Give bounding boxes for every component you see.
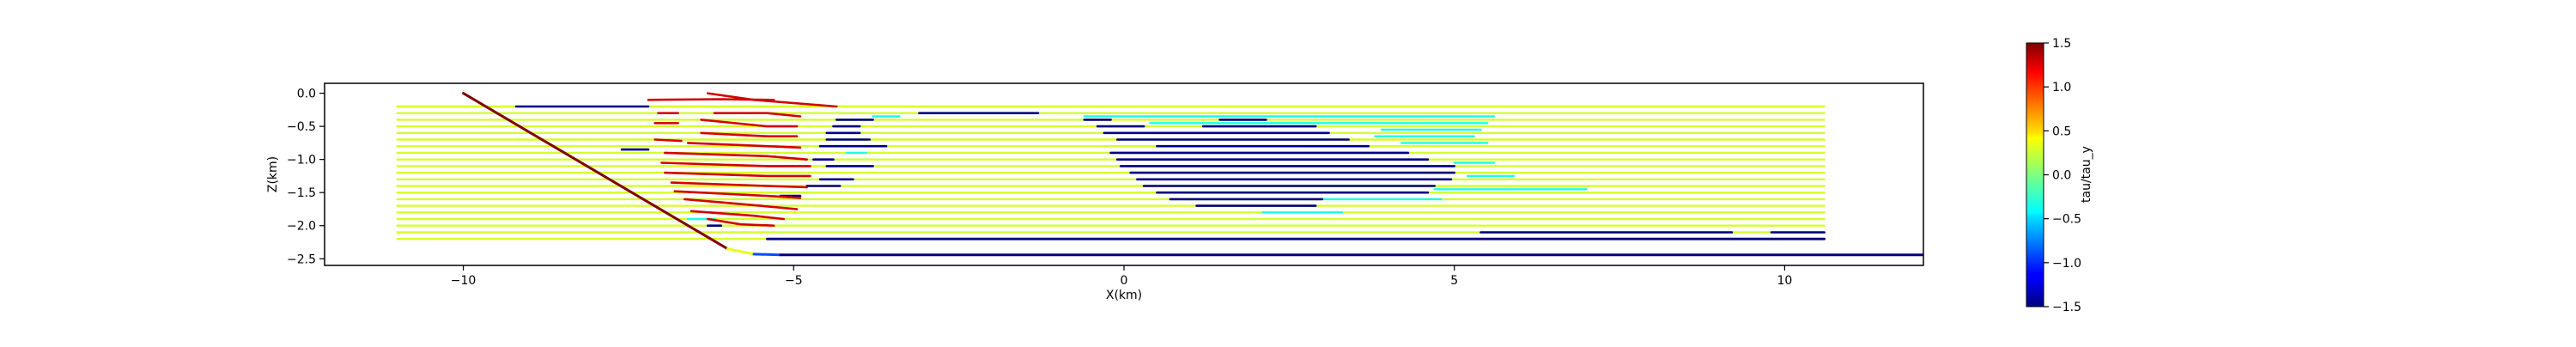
y-tick-label: −2.0 bbox=[287, 220, 316, 234]
y-tick-label: −0.5 bbox=[287, 120, 316, 134]
high-stress-curve bbox=[653, 138, 683, 143]
colorbar-tick-label: 1.5 bbox=[2052, 37, 2071, 51]
high-stress-curve bbox=[690, 210, 786, 221]
colorbar-gradient bbox=[2026, 42, 2044, 307]
high-stress-curve bbox=[663, 151, 809, 161]
colorbar-tick-label: 0.0 bbox=[2052, 169, 2071, 183]
x-tick-label: −5 bbox=[785, 274, 803, 288]
y-tick-label: −1.0 bbox=[287, 154, 316, 167]
high-stress-curve bbox=[663, 171, 811, 178]
fault-segment bbox=[462, 92, 729, 251]
y-axis-label: Z(km) bbox=[266, 156, 280, 192]
high-stress-curve bbox=[670, 181, 809, 189]
fault-segment bbox=[752, 253, 782, 257]
high-stress-curves bbox=[647, 92, 838, 228]
background-layers bbox=[396, 105, 1826, 240]
colorbar-tick-label: 1.0 bbox=[2052, 81, 2071, 94]
x-axis-label: X(km) bbox=[1106, 289, 1142, 302]
x-tick-label: 5 bbox=[1450, 274, 1458, 288]
high-stress-curve bbox=[700, 131, 799, 137]
x-tick-label: −10 bbox=[451, 274, 477, 288]
fault-segment bbox=[726, 247, 756, 256]
high-stress-curve bbox=[673, 190, 802, 199]
colorbar-tick-label: −0.5 bbox=[2052, 213, 2081, 227]
high-stress-curve bbox=[686, 142, 802, 149]
cyan-segments bbox=[687, 115, 1588, 221]
plot-area bbox=[396, 92, 1923, 257]
y-tick-label: 0.0 bbox=[297, 88, 316, 101]
high-stress-curve bbox=[713, 112, 802, 118]
high-stress-curve bbox=[683, 198, 799, 210]
colorbar-tick-label: −1.0 bbox=[2052, 257, 2081, 271]
fault-line bbox=[462, 92, 1923, 257]
x-axis: −10 −5 0 5 10 bbox=[451, 265, 1793, 288]
high-stress-curve bbox=[706, 92, 838, 108]
colorbar-tick-label: 0.5 bbox=[2052, 125, 2071, 138]
low-stress-segments bbox=[514, 105, 1826, 234]
colorbar-ticks: 1.5 1.0 0.5 0.0 −0.5 −1.0 −1.5 bbox=[2044, 37, 2081, 314]
high-stress-curve bbox=[706, 217, 775, 228]
x-tick-label: 10 bbox=[1777, 274, 1793, 288]
high-stress-curve bbox=[700, 119, 799, 128]
y-tick-label: −1.5 bbox=[287, 186, 316, 200]
colorbar: 1.5 1.0 0.5 0.0 −0.5 −1.0 −1.5 tau/tau_y bbox=[2026, 37, 2093, 314]
colorbar-label: tau/tau_y bbox=[2080, 146, 2093, 203]
colorbar-tick-label: −1.5 bbox=[2052, 301, 2081, 314]
y-axis: 0.0 −0.5 −1.0 −1.5 −2.0 −2.5 bbox=[287, 88, 325, 266]
x-tick-label: 0 bbox=[1121, 274, 1128, 288]
high-stress-curve bbox=[660, 161, 811, 167]
y-tick-label: −2.5 bbox=[287, 253, 316, 266]
